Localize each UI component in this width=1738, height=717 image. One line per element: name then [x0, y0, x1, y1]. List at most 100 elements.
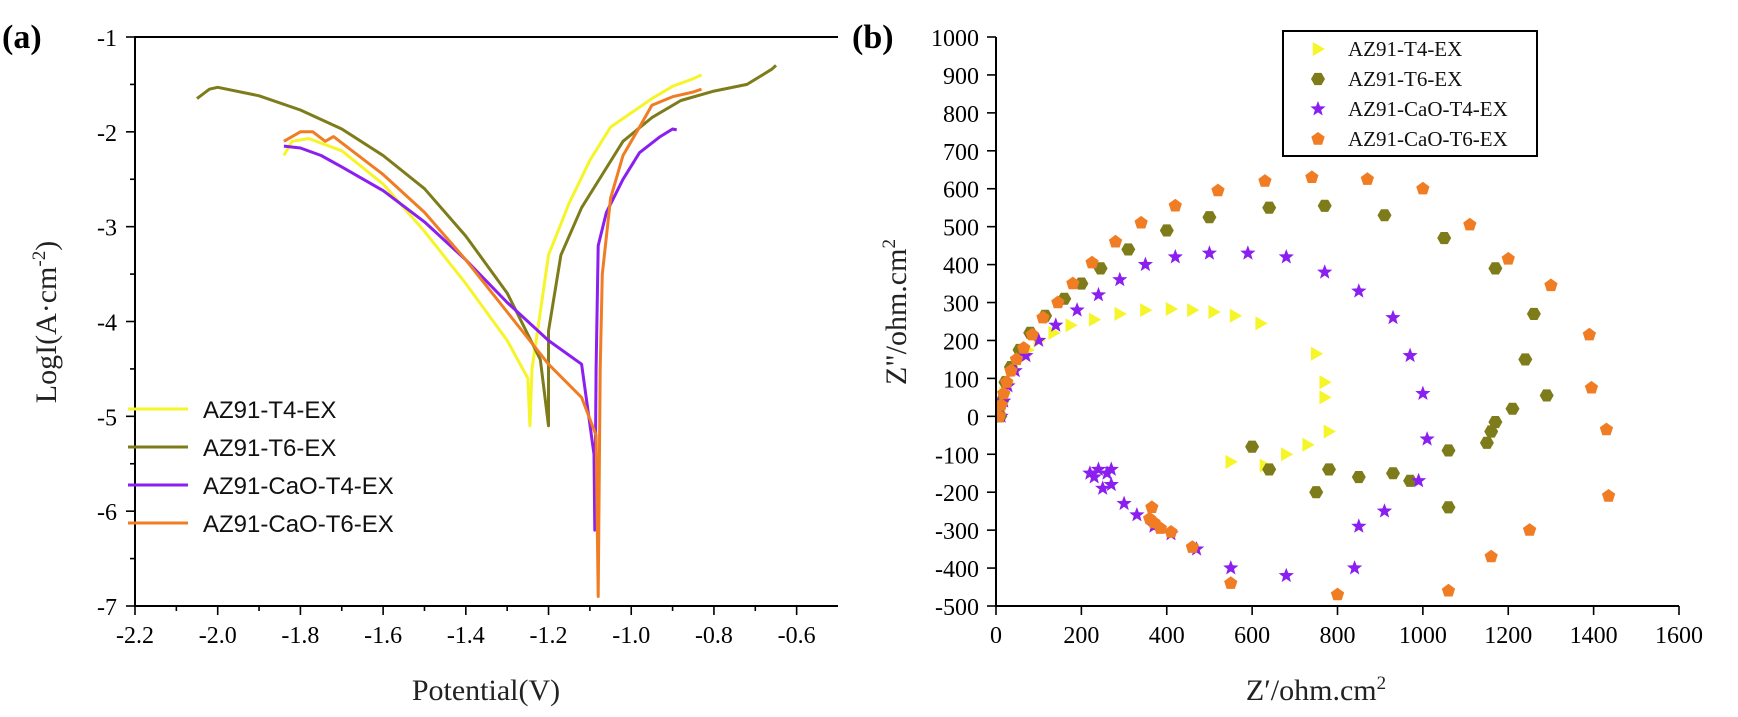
data-point-az91-cao-t6-ex [1305, 170, 1319, 183]
legend-label-az91-t4-ex: AZ91-T4-EX [203, 397, 336, 424]
data-point-az91-t6-ex [1488, 262, 1503, 275]
data-point-az91-cao-t6-ex [1544, 278, 1558, 292]
legend-box [1282, 30, 1538, 157]
data-point-az91-cao-t6-ex [1501, 251, 1515, 265]
data-point-az91-t4-ex [1048, 325, 1061, 340]
data-point-az91-cao-t6-ex [1360, 172, 1374, 185]
data-point-az91-cao-t4-ex [1048, 317, 1064, 332]
data-point-az91-cao-t4-ex [1201, 245, 1217, 260]
data-point-az91-cao-t4-ex [1069, 302, 1085, 317]
legend-marker-az91-cao-t6-ex [1311, 132, 1325, 145]
panel-a-x-tick-label: -1.8 [281, 623, 319, 649]
data-point-az91-cao-t4-ex [1376, 503, 1393, 518]
legend-label-az91-cao-t4-ex: AZ91-CaO-T4-EX [203, 473, 394, 500]
data-point-az91-t6-ex [1479, 436, 1494, 449]
panel-a-x-tick-label: -1.4 [447, 623, 485, 649]
data-point-az91-cao-t4-ex [1223, 560, 1239, 575]
legend-label-az91-cao-t6-ex: AZ91-CaO-T6-EX [1348, 127, 1508, 151]
data-point-az91-cao-t4-ex [1090, 286, 1107, 302]
panel-b-x-tick-label: 1600 [1655, 623, 1703, 649]
data-point-az91-t4-ex [1187, 303, 1200, 318]
data-point-az91-cao-t4-ex [1086, 469, 1102, 484]
legend-marker-az91-t6-ex [1311, 72, 1325, 86]
data-point-az91-cao-t4-ex [1082, 465, 1098, 480]
panel-b-x-tick-label: 1000 [1399, 623, 1447, 649]
legend-label-az91-cao-t6-ex: AZ91-CaO-T6-EX [203, 511, 394, 538]
data-point-az91-cao-t4-ex [1351, 518, 1367, 533]
legend-label-az91-cao-t4-ex: AZ91-CaO-T4-EX [1348, 97, 1508, 121]
panel-a-x-tick-label: -1.2 [530, 623, 568, 649]
series-line-az91-cao-t4-ex [283, 127, 678, 532]
panel-a-x-tick-label: -0.6 [778, 623, 816, 649]
panel-a-y-tick-label: -7 [97, 595, 117, 621]
data-point-az91-cao-t4-ex [1419, 431, 1435, 446]
panel-b-y-tick-label: 500 [943, 216, 979, 242]
data-point-az91-cao-t6-ex [996, 409, 1007, 422]
data-point-az91-cao-t6-ex [1145, 500, 1159, 513]
panel-b-y-tick-label: 400 [943, 254, 979, 280]
data-point-az91-t6-ex [1377, 209, 1392, 222]
data-point-az91-t6-ex [1539, 389, 1554, 402]
panel-b-legend: AZ91-T4-EX AZ91-T6-EX AZ91-CaO-T4-EX AZ91-C… [1282, 30, 1538, 157]
panel-b-y-axis-title: Z"/ohm.cm2 [879, 239, 913, 385]
data-point-az91-cao-t6-ex [997, 386, 1011, 400]
data-point-az91-t6-ex [1202, 211, 1217, 224]
data-point-az91-t6-ex [1245, 440, 1260, 453]
series-line-az91-t6-ex [196, 64, 778, 428]
panel-b-x-tick-label: 1200 [1484, 623, 1532, 649]
data-point-az91-t6-ex [1317, 199, 1332, 212]
data-point-az91-cao-t4-ex [1090, 461, 1107, 476]
data-point-az91-cao-t6-ex [1108, 234, 1123, 248]
data-point-az91-cao-t4-ex [1112, 271, 1128, 287]
panel-b-tick-labels: 0 200 400 600 800 1000 1200 1400 1600-500-400-30… [931, 26, 1703, 649]
data-point-az91-t4-ex [1302, 437, 1315, 452]
panel-b-x-tick-label: 0 [990, 623, 1002, 649]
data-point-az91-cao-t6-ex [1522, 523, 1537, 536]
panel-b-ticks [987, 36, 1680, 615]
legend-marker-az91-cao-t4-ex [1310, 101, 1326, 116]
panel-b-y-tick-label: -500 [935, 595, 979, 621]
panel-b-y-tick-label: 1000 [931, 26, 979, 52]
panel-b-y-tick-label: -100 [935, 443, 979, 469]
data-point-az91-t6-ex [1526, 307, 1541, 320]
panel-b-y-tick-label: -300 [935, 519, 979, 545]
panel-b-x-tick-label: 1400 [1570, 623, 1618, 649]
data-point-az91-cao-t6-ex [1416, 181, 1430, 195]
data-point-az91-t4-ex [1319, 390, 1332, 405]
panel-b-y-tick-label: 800 [943, 102, 979, 128]
panel-b-y-tick-label: 100 [943, 367, 979, 393]
panel-b-y-tick-label: 300 [943, 292, 979, 318]
data-point-az91-t6-ex [1518, 353, 1533, 366]
panel-a-x-tick-label: -2.0 [199, 623, 237, 649]
panel-a-ticks [126, 36, 798, 615]
data-point-az91-t6-ex [1386, 467, 1400, 480]
legend-label-az91-t6-ex: AZ91-T6-EX [203, 435, 336, 462]
data-point-az91-cao-t4-ex [1095, 480, 1111, 495]
data-point-az91-cao-t6-ex [1484, 549, 1498, 563]
data-point-az91-cao-t4-ex [1411, 472, 1427, 488]
data-point-az91-cao-t4-ex [1415, 385, 1431, 400]
data-point-az91-t4-ex [1255, 316, 1268, 331]
data-point-az91-cao-t4-ex [1278, 567, 1294, 583]
data-point-az91-t4-ex [1229, 308, 1243, 323]
panel-a-x-tick-label: -1.0 [612, 623, 650, 649]
panel-a-x-axis-title: Potential(V) [412, 674, 560, 707]
data-point-az91-t6-ex [1322, 463, 1336, 476]
panel-b-y-tick-label: 600 [943, 178, 979, 204]
panel-b-nyquist-chart: (b) 0 200 400 600 800 1000 1200 1400 1600-500-40… [852, 19, 1703, 707]
panel-b-y-tick-label: -400 [935, 557, 979, 583]
data-point-az91-cao-t4-ex [1402, 347, 1418, 363]
data-point-az91-t6-ex [1403, 474, 1418, 487]
data-point-az91-cao-t4-ex [1099, 465, 1115, 480]
data-point-az91-cao-t6-ex [1134, 215, 1148, 229]
panel-b-plot-area [996, 170, 1616, 601]
data-point-az91-t6-ex [1505, 402, 1520, 415]
data-point-az91-cao-t4-ex [1031, 332, 1047, 347]
data-point-az91-cao-t4-ex [1103, 461, 1119, 476]
panel-a-polarization-chart: (a) -2.2 -2.0 -1.8 -1.6 -1.4 -1.2 -1.0 -0.8 -0.6… [2, 19, 838, 707]
panel-b-x-tick-label: 800 [1320, 623, 1356, 649]
series-line-az91-t4-ex [282, 73, 703, 428]
data-point-az91-cao-t6-ex [1330, 587, 1345, 601]
data-point-az91-cao-t4-ex [1351, 283, 1367, 298]
panel-a-tick-labels: -2.2 -2.0 -1.8 -1.6 -1.4 -1.2 -1.0 -0.8 -0.6 -7 -6… [97, 26, 816, 649]
